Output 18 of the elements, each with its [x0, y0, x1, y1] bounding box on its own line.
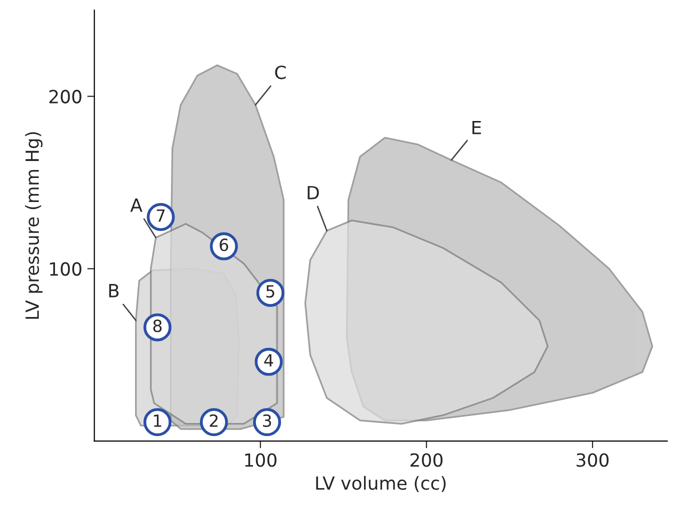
y-axis-title: LV pressure (mm Hg): [25, 132, 43, 319]
annotation: 2: [210, 414, 218, 427]
annotation: 1: [154, 414, 162, 427]
annotation: 4: [264, 354, 274, 366]
annotation: B: [109, 284, 119, 298]
annotation: 8: [153, 320, 162, 332]
annotation: C: [275, 66, 286, 80]
annotation: 5: [266, 285, 274, 298]
x-axis-title: LV volume (cc): [316, 476, 446, 492]
annotation: D: [308, 186, 319, 200]
x-tick-label: 100: [245, 453, 276, 467]
annotation: 6: [220, 238, 228, 252]
annotation: E: [472, 120, 481, 134]
x-tick-label: 300: [576, 453, 609, 467]
annotation: A: [130, 198, 142, 212]
annotation: 7: [156, 209, 165, 222]
annotation: 3: [263, 414, 272, 427]
x-tick-label: 200: [410, 453, 443, 467]
